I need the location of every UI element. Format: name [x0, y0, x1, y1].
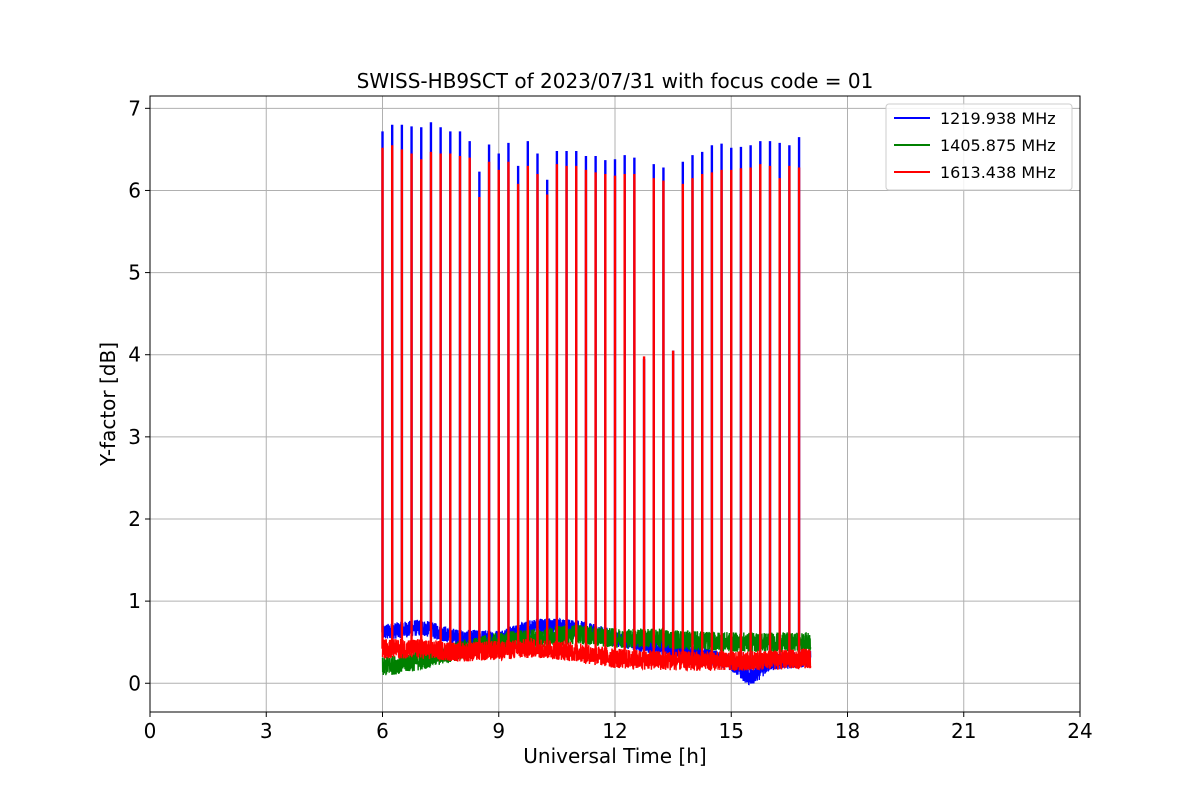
x-tick-label: 18 — [835, 719, 860, 743]
x-tick-label: 24 — [1067, 719, 1092, 743]
y-tick-label: 0 — [128, 671, 141, 695]
x-tick-label: 6 — [376, 719, 389, 743]
y-tick-label: 7 — [128, 96, 141, 120]
x-tick-label: 12 — [602, 719, 627, 743]
series-2 — [381, 145, 812, 672]
legend-box — [885, 103, 1073, 191]
legend-label: 1613.438 MHz — [940, 163, 1056, 182]
plot-area — [381, 122, 812, 686]
legend: 1219.938 MHz 1405.875 MHz 1613.438 MHz — [885, 103, 1073, 191]
legend-label: 1405.875 MHz — [940, 136, 1056, 155]
x-tick-label: 3 — [260, 719, 273, 743]
x-tick-label: 9 — [492, 719, 505, 743]
y-tick-label: 4 — [128, 343, 141, 367]
y-tick-label: 1 — [128, 589, 141, 613]
y-axis-label: Y-factor [dB] — [96, 342, 120, 467]
x-tick-label: 15 — [719, 719, 744, 743]
x-tick-label: 0 — [144, 719, 157, 743]
chart-title: SWISS-HB9SCT of 2023/07/31 with focus co… — [357, 69, 874, 93]
y-tick-label: 2 — [128, 507, 141, 531]
y-tick-label: 3 — [128, 425, 141, 449]
series-line — [381, 637, 812, 672]
legend-label: 1219.938 MHz — [940, 109, 1056, 128]
x-axis: 0 3 6 9 12 15 18 21 24 — [144, 712, 1093, 743]
y-tick-label: 6 — [128, 178, 141, 202]
x-axis-label: Universal Time [h] — [523, 744, 706, 768]
x-tick-label: 21 — [951, 719, 976, 743]
y-tick-label: 5 — [128, 261, 141, 285]
y-axis: 0 1 2 3 4 5 6 7 — [128, 96, 150, 695]
